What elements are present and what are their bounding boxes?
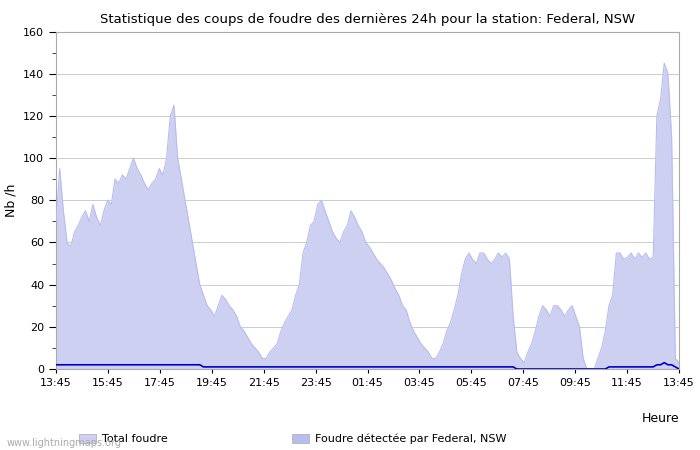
Y-axis label: Nb /h: Nb /h bbox=[4, 184, 18, 217]
Title: Statistique des coups de foudre des dernières 24h pour la station: Federal, NSW: Statistique des coups de foudre des dern… bbox=[100, 13, 635, 26]
Legend: Total foudre, Moyenne de toutes les stations, Foudre détectée par Federal, NSW: Total foudre, Moyenne de toutes les stat… bbox=[75, 429, 510, 450]
Text: Heure: Heure bbox=[641, 412, 679, 425]
Text: www.lightningmaps.org: www.lightningmaps.org bbox=[7, 438, 122, 448]
